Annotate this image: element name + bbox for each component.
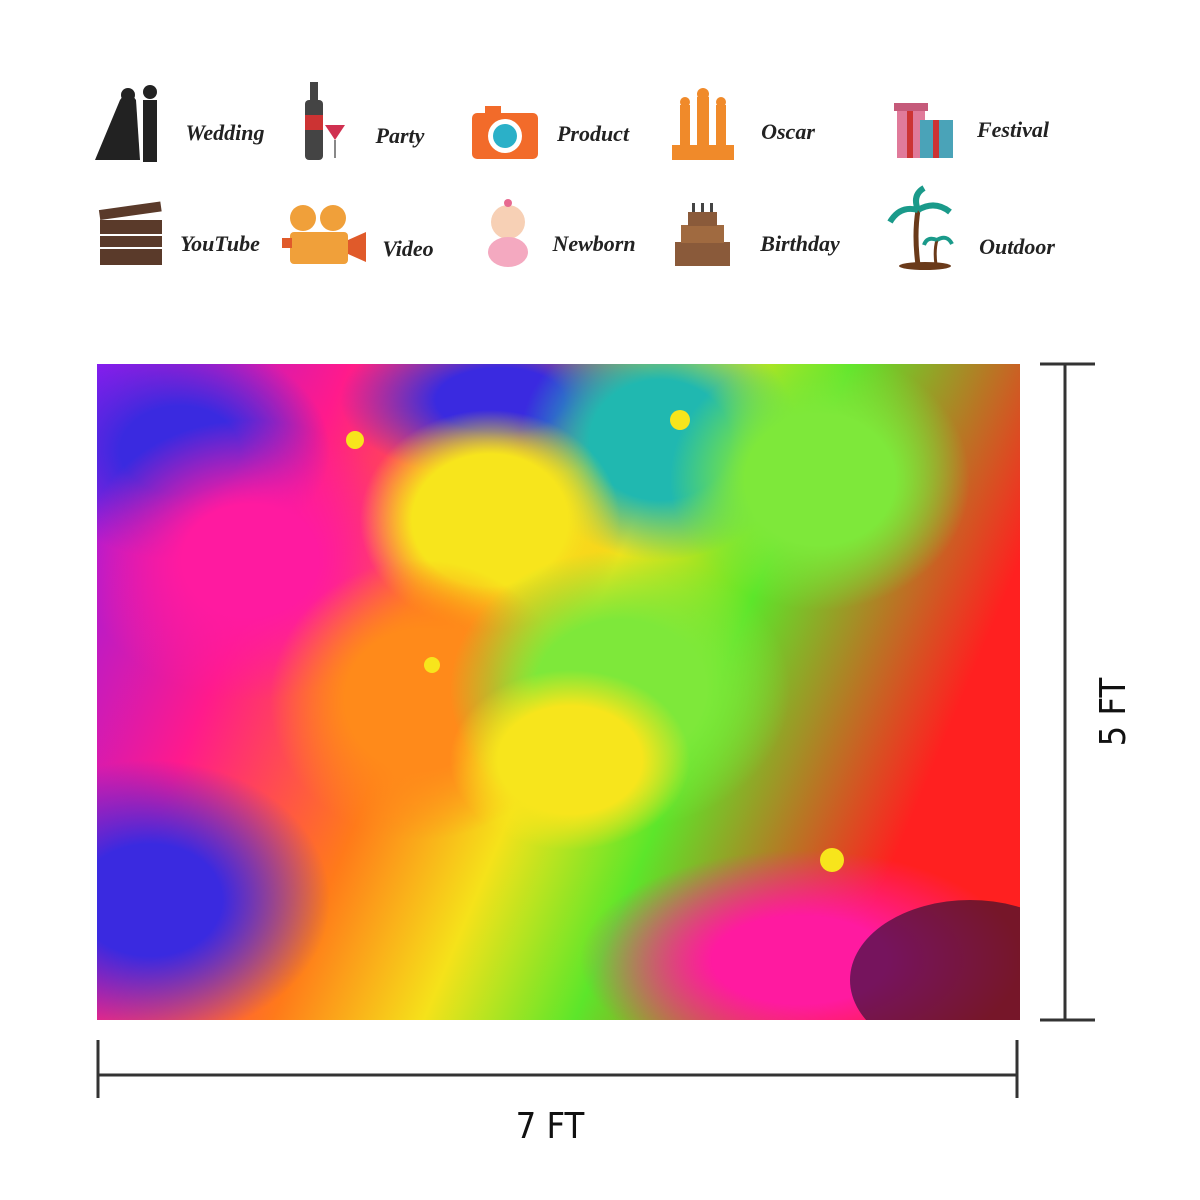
icon-festival — [894, 103, 953, 158]
use-label: Product — [556, 121, 630, 146]
icon-oscar — [672, 88, 734, 160]
use-label: Outdoor — [979, 234, 1055, 259]
height-label: 5 FT — [1093, 677, 1134, 746]
use-label: YouTube — [180, 231, 260, 256]
icon-birthday — [675, 203, 730, 266]
use-label: Video — [382, 236, 433, 261]
use-label: Newborn — [551, 231, 635, 256]
icon-video — [282, 205, 366, 264]
width-dimension: 7 FT — [96, 1040, 1019, 1147]
use-label: Festival — [976, 117, 1050, 142]
height-dimension: 5 FT — [1040, 362, 1134, 1022]
icon-wedding — [95, 85, 157, 162]
use-label: Birthday — [759, 231, 840, 256]
backdrop — [97, 364, 1020, 1020]
use-label: Party — [375, 123, 425, 148]
icon-newborn — [488, 199, 528, 267]
width-label: 7 FT — [516, 1106, 585, 1147]
icon-party — [305, 82, 345, 160]
use-label: Oscar — [761, 119, 815, 144]
use-label: Wedding — [185, 120, 264, 145]
icon-product — [472, 106, 538, 159]
icon-youtube — [98, 201, 162, 265]
icon-outdoor — [887, 185, 954, 270]
